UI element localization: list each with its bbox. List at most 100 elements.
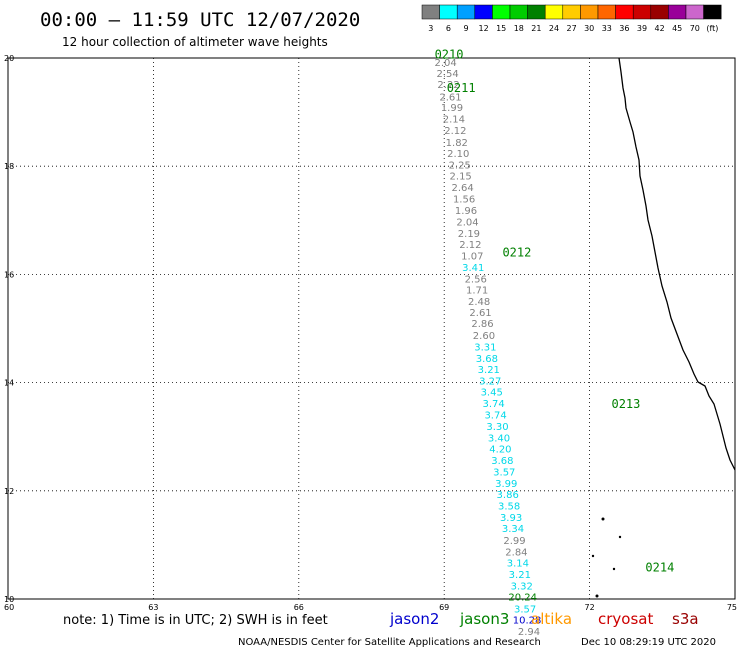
wave-height-value: 2.48	[468, 297, 490, 308]
wave-height-value: 2.56	[465, 274, 487, 285]
color-scale-label: 9	[463, 24, 468, 33]
color-swatch	[544, 4, 564, 20]
x-tick-label: 63	[148, 603, 158, 612]
satellite-altika: altika	[531, 610, 572, 628]
wave-height-value: 3.68	[491, 456, 513, 467]
color-swatch	[650, 4, 669, 20]
x-tick-label: 75	[727, 603, 737, 612]
island	[601, 517, 605, 521]
wave-height-value: 2.19	[458, 229, 480, 240]
pass-time-labels: 0210 0211 0212 0213 0214	[435, 48, 675, 575]
chart-subtitle: 12 hour collection of altimeter wave hei…	[62, 35, 328, 49]
color-scale-label: 30	[584, 24, 594, 33]
color-scale-label: (ft)	[706, 24, 718, 33]
wave-height-value: 4.20	[489, 445, 511, 456]
satellite-jason2: jason2	[389, 610, 439, 628]
wave-height-value: 2.84	[505, 547, 527, 558]
island	[612, 567, 616, 571]
wave-height-value: 3.93	[500, 513, 522, 524]
satellite-s3a: s3a	[672, 610, 699, 628]
y-tick-label: 14	[4, 379, 14, 388]
y-tick-label: 20	[4, 54, 14, 63]
wave-height-value: 2.99	[503, 536, 525, 547]
wave-height-value: 3.57	[493, 467, 515, 478]
wave-height-track: 2.042.542.222.611.992.142.121.822.102.25…	[435, 58, 542, 638]
wave-height-value: 3.41	[462, 263, 484, 274]
x-tick-label: 72	[585, 603, 595, 612]
wave-height-value: 2.25	[449, 161, 471, 172]
satellite-jason3: jason3	[459, 610, 509, 628]
wave-height-value: 3.21	[478, 365, 500, 376]
color-scale-label: 6	[446, 24, 451, 33]
color-scale-label: 15	[496, 24, 506, 33]
wave-height-value: 1.96	[455, 206, 477, 217]
color-scale-label: 21	[531, 24, 541, 33]
island	[591, 554, 595, 558]
color-swatch	[668, 4, 687, 20]
y-tick-label: 18	[4, 162, 14, 171]
color-scale-label: 24	[549, 24, 559, 33]
satellite-cryosat: cryosat	[598, 610, 653, 628]
note-text: note: 1) Time is in UTC; 2) SWH is in fe…	[63, 613, 328, 628]
wave-height-value: 1.07	[461, 252, 483, 263]
wave-height-value: 3.32	[511, 582, 533, 593]
color-swatch	[597, 4, 616, 20]
coastline	[618, 57, 736, 471]
color-swatch	[456, 4, 476, 20]
wave-height-value: 3.27	[479, 377, 501, 388]
color-swatch	[562, 4, 581, 20]
color-swatch	[474, 4, 493, 20]
wave-height-value: 10.28	[513, 616, 542, 627]
color-swatch	[615, 4, 634, 20]
x-tick-label: 69	[439, 603, 449, 612]
wave-height-value: 3.30	[486, 422, 508, 433]
color-swatch	[580, 4, 599, 20]
pass-time-label: 0211	[447, 81, 476, 95]
wave-height-value: 2.04	[435, 58, 457, 69]
wave-height-value: 2.04	[456, 217, 478, 228]
color-swatch	[509, 4, 528, 20]
wave-height-value: 2.94	[518, 627, 540, 638]
color-scale-label: 36	[619, 24, 629, 33]
wave-height-value: 2.14	[443, 115, 465, 126]
x-tick-label: 60	[4, 603, 14, 612]
footer-timestamp: Dec 10 08:29:19 UTC 2020	[581, 637, 716, 648]
wave-height-value: 2.86	[471, 319, 493, 330]
wave-height-value: 3.99	[495, 479, 517, 490]
wave-height-value: 3.74	[483, 399, 505, 410]
wave-height-value: 3.34	[502, 524, 524, 535]
islands	[591, 517, 622, 598]
wave-height-value: 3.40	[488, 433, 510, 444]
wave-height-value: 1.82	[446, 138, 468, 149]
wave-height-value: 3.31	[474, 342, 496, 353]
color-scale-label: 45	[672, 24, 682, 33]
color-scale-label: 70	[690, 24, 700, 33]
wave-height-value: 20.24	[508, 592, 537, 603]
wave-height-value: 3.45	[481, 387, 503, 398]
color-scale-label: 39	[637, 24, 647, 33]
color-swatch	[685, 4, 704, 20]
axis-tick-labels: 60 63 66 69 72 75 10 12 14 16 18 20	[4, 54, 737, 612]
wave-height-value: 1.56	[453, 195, 475, 206]
wave-height-value: 2.22	[437, 80, 459, 91]
color-scale-legend: 3 6 9 12 15 18 21 24 27 30 33 36 39 42 45 70 (ft)	[421, 4, 722, 33]
satellite-legend: jason2 jason3 altika cryosat s3a	[389, 610, 699, 628]
wave-height-value: 2.15	[450, 171, 472, 182]
pass-time-label: 0214	[645, 560, 674, 574]
x-tick-label: 66	[294, 603, 304, 612]
wave-height-value: 1.71	[466, 286, 488, 297]
pass-time-label: 0210	[435, 48, 464, 62]
wave-height-value: 3.21	[509, 570, 531, 581]
wave-height-value: 2.60	[473, 331, 495, 342]
wave-height-value: 2.10	[447, 149, 469, 160]
wave-height-value: 2.61	[469, 308, 491, 319]
wave-height-value: 3.74	[484, 411, 506, 422]
wave-height-value: 2.61	[439, 92, 461, 103]
pass-time-label: 0212	[502, 246, 531, 260]
wave-height-value: 3.58	[498, 501, 520, 512]
chart-title: 00:00 – 11:59 UTC 12/07/2020	[40, 9, 360, 31]
wave-height-value: 3.14	[507, 558, 529, 569]
y-tick-label: 12	[4, 487, 14, 496]
wave-height-value: 3.86	[497, 490, 519, 501]
